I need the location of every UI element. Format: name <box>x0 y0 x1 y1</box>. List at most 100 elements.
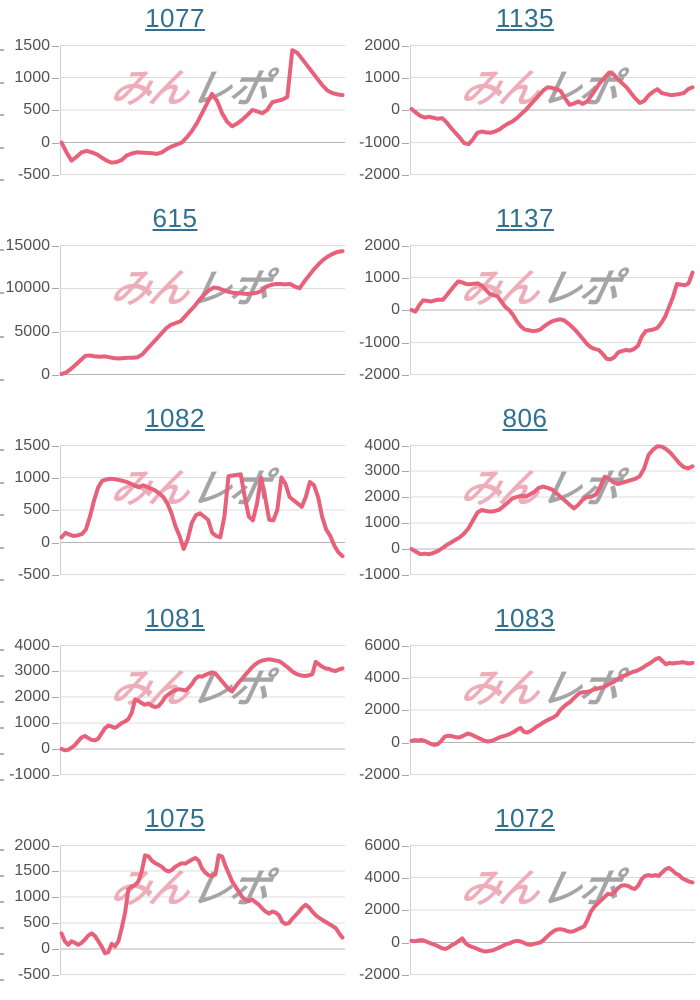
y-axis-tick <box>402 310 409 311</box>
y-axis-tick <box>402 471 409 472</box>
chart-gridlines <box>410 645 695 775</box>
chart-title-row: 806 <box>350 403 700 434</box>
chart-title-row: 1082 <box>0 403 350 434</box>
y-axis-label: 0 <box>391 301 400 318</box>
y-axis-label: 0 <box>41 740 50 757</box>
y-axis-label: 3000 <box>364 462 400 479</box>
y-axis-label: 2000 <box>364 701 400 718</box>
chart-cell-615: 615 みんレポ 15000 10000 5000 0 <box>0 200 350 400</box>
y-axis-label: -1000 <box>9 765 50 783</box>
y-axis-tick <box>402 374 409 376</box>
y-axis-label: 4000 <box>364 868 400 886</box>
chart-title-row: 1083 <box>350 603 700 634</box>
y-axis-tick <box>402 877 409 879</box>
cropped-axis-tick <box>0 481 4 484</box>
cropped-axis-tick <box>0 249 4 251</box>
cropped-axis-tick <box>0 875 4 877</box>
y-axis-tick <box>52 142 59 144</box>
chart-line <box>59 249 345 377</box>
y-axis-label: 2000 <box>14 688 50 705</box>
y-axis-tick <box>52 77 59 79</box>
y-axis-tick <box>52 871 59 872</box>
y-axis-tick <box>52 245 59 247</box>
chart-gridlines <box>60 645 345 775</box>
y-axis-label: 2000 <box>364 36 400 54</box>
y-axis-label: 4000 <box>364 668 400 686</box>
y-axis-label: 1500 <box>14 436 50 454</box>
chart-title-link[interactable]: 1137 <box>496 203 554 233</box>
y-axis-label: 15000 <box>5 236 51 254</box>
chart-title-link[interactable]: 1083 <box>495 603 555 633</box>
cropped-axis-tick <box>0 81 4 84</box>
chart-plot-area: みんレポ <box>59 445 345 575</box>
chart-title-link[interactable]: 806 <box>502 403 548 433</box>
chart-line <box>59 472 345 559</box>
cropped-axis-tick <box>0 979 4 981</box>
y-axis-tick <box>402 497 409 498</box>
cropped-axis-tick <box>0 546 4 549</box>
cropped-axis-tick <box>0 514 4 516</box>
y-axis-label: -2000 <box>359 365 400 383</box>
chart-title-link[interactable]: 1077 <box>145 3 205 33</box>
y-axis-label: 0 <box>41 365 50 383</box>
y-axis-tick <box>402 742 409 744</box>
y-axis-label: 4000 <box>364 436 400 454</box>
chart-gridlines <box>410 245 695 375</box>
y-axis-label: -2000 <box>359 165 400 183</box>
chart-title-link[interactable]: 1081 <box>145 603 205 633</box>
y-axis-tick <box>52 774 59 776</box>
chart-title-link[interactable]: 615 <box>152 203 198 233</box>
chart-title-row: 615 <box>0 203 350 234</box>
y-axis-label: 2000 <box>364 488 400 505</box>
y-axis-tick <box>402 574 409 576</box>
y-axis-label: 0 <box>391 101 400 118</box>
y-axis-label: -2000 <box>359 765 400 783</box>
chart-plot-area: みんレポ <box>409 45 695 175</box>
y-axis-tick <box>402 110 409 111</box>
chart-plot-area: みんレポ <box>409 444 695 575</box>
y-axis-label: 1000 <box>364 68 400 86</box>
y-axis-tick <box>402 174 409 176</box>
chart-line <box>59 657 345 753</box>
cropped-axis-tick <box>0 146 4 149</box>
cropped-axis-tick <box>0 179 4 181</box>
y-axis-tick <box>52 845 59 847</box>
y-axis-tick <box>52 331 59 333</box>
chart-title-row: 1077 <box>0 3 350 34</box>
y-axis-tick <box>402 910 409 911</box>
chart-gridlines <box>410 445 695 575</box>
y-axis-label: 6000 <box>364 836 400 854</box>
y-axis-tick <box>52 671 59 672</box>
y-axis-label: 500 <box>23 101 50 118</box>
chart-cell-1082: 1082 みんレポ 1500 1000 500 0 -500 <box>0 400 350 600</box>
chart-plot-area: みんレポ <box>59 245 345 377</box>
y-axis-label: -2000 <box>359 965 400 983</box>
y-axis-label: 1000 <box>364 268 400 286</box>
y-axis-tick <box>52 374 59 376</box>
y-axis-label: 1000 <box>14 468 50 486</box>
y-axis-tick <box>52 510 59 511</box>
y-axis-label: 0 <box>391 540 400 557</box>
chart-line <box>59 853 345 956</box>
y-axis-tick <box>52 110 59 111</box>
chart-title-link[interactable]: 1082 <box>145 403 205 433</box>
chart-title-link[interactable]: 1135 <box>496 3 554 33</box>
chart-line <box>409 270 695 362</box>
chart-title-row: 1072 <box>350 803 700 834</box>
y-axis-label: 2000 <box>364 236 400 254</box>
chart-cell-1081: 1081 みんレポ 4000 3000 2000 1000 0 -1000 <box>0 600 350 800</box>
y-axis-label: 2000 <box>14 836 50 854</box>
y-axis-label: 6000 <box>364 636 400 654</box>
chart-title-link[interactable]: 1072 <box>495 803 555 833</box>
chart-plot-area: みんレポ <box>409 645 695 775</box>
y-axis-label: 1500 <box>14 36 50 54</box>
chart-title-link[interactable]: 1075 <box>145 803 205 833</box>
y-axis-label: 500 <box>23 914 50 931</box>
chart-plot-area: みんレポ <box>59 45 345 175</box>
y-axis-tick <box>52 697 59 698</box>
y-axis-tick <box>52 542 59 544</box>
y-axis-tick <box>402 523 409 524</box>
y-axis-tick <box>52 749 59 750</box>
y-axis-label: -1000 <box>359 133 400 151</box>
